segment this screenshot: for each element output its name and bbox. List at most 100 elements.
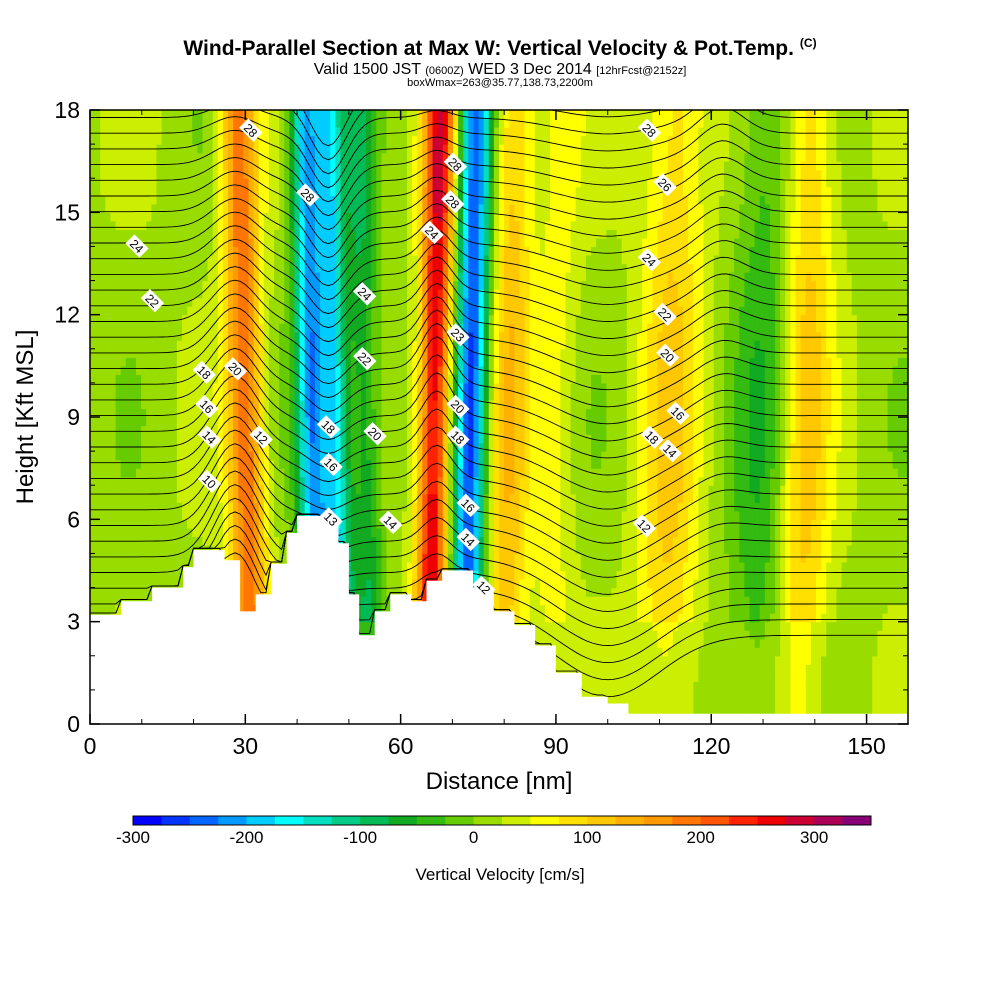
velocity-cell [279, 527, 285, 537]
velocity-cell [274, 425, 280, 435]
velocity-cell [417, 587, 423, 597]
velocity-cell [233, 229, 239, 239]
velocity-cell [427, 340, 434, 350]
velocity-cell [100, 127, 106, 137]
velocity-cell [309, 169, 316, 179]
velocity-cell [136, 254, 142, 265]
velocity-cell [248, 348, 255, 358]
velocity-cell [136, 425, 142, 435]
velocity-cell [340, 382, 347, 393]
velocity-cell [401, 314, 408, 324]
velocity-cell [115, 417, 122, 427]
velocity-cell [391, 391, 398, 401]
velocity-cell [299, 365, 306, 375]
velocity-cell [381, 553, 388, 563]
velocity-cell [279, 169, 285, 179]
velocity-cell [95, 391, 101, 401]
velocity-cell [417, 579, 423, 589]
velocity-cell [182, 527, 188, 537]
velocity-cell [406, 519, 413, 529]
velocity-cell [258, 289, 265, 299]
velocity-cell [166, 289, 173, 299]
velocity-cell [274, 536, 280, 546]
velocity-cell [115, 331, 122, 341]
velocity-cell [217, 365, 224, 375]
velocity-cell [309, 135, 316, 145]
velocity-cell [238, 476, 244, 486]
velocity-cell [412, 195, 418, 205]
velocity-cell [171, 399, 178, 410]
velocity-cell [258, 186, 265, 196]
velocity-cell [350, 161, 357, 171]
velocity-cell [110, 519, 117, 529]
velocity-cell [171, 382, 178, 393]
velocity-cell [371, 596, 377, 606]
velocity-cell [187, 152, 193, 162]
velocity-cell [166, 229, 173, 239]
velocity-cell [248, 382, 255, 393]
velocity-cell [330, 203, 336, 213]
velocity-cell [151, 570, 158, 580]
velocity-cell [125, 186, 132, 196]
velocity-cell [335, 186, 342, 196]
velocity-cell [105, 391, 112, 401]
velocity-cell [432, 314, 439, 324]
velocity-cell [427, 212, 434, 222]
velocity-cell [182, 237, 188, 248]
velocity-cell [171, 476, 178, 486]
velocity-cell [141, 203, 147, 213]
velocity-cell [146, 186, 152, 196]
velocity-cell [253, 510, 260, 520]
velocity-cell [146, 306, 152, 316]
velocity-cell [417, 195, 423, 205]
velocity-cell [161, 229, 168, 239]
velocity-cell [151, 382, 158, 393]
velocity-cell [253, 220, 260, 230]
velocity-cell [187, 161, 193, 171]
velocity-cell [130, 297, 137, 307]
velocity-cell [274, 289, 280, 299]
velocity-cell [406, 442, 413, 452]
velocity-cell [386, 203, 393, 213]
velocity-cell [130, 263, 137, 273]
velocity-cell [309, 272, 316, 282]
velocity-cell [396, 203, 403, 213]
velocity-cell [141, 220, 147, 230]
velocity-cell [268, 161, 275, 171]
velocity-cell [299, 135, 306, 145]
velocity-cell [197, 135, 204, 145]
velocity-cell [268, 280, 275, 290]
velocity-cell [100, 237, 106, 248]
velocity-cell [268, 527, 275, 537]
velocity-cell [366, 561, 372, 572]
velocity-cell [161, 118, 168, 128]
velocity-cell [217, 272, 224, 282]
velocity-cell [187, 374, 193, 384]
velocity-cell [268, 306, 275, 316]
velocity-cell [146, 510, 152, 520]
velocity-cell [233, 144, 239, 154]
velocity-cell [243, 229, 250, 239]
velocity-cell [274, 220, 280, 230]
velocity-cell [412, 178, 418, 188]
velocity-cell [360, 502, 367, 512]
velocity-cell [294, 195, 301, 205]
velocity-cell [325, 135, 331, 145]
velocity-cell [248, 391, 255, 401]
velocity-cell [381, 357, 388, 367]
velocity-cell [238, 144, 244, 154]
velocity-cell [381, 161, 388, 171]
velocity-cell [146, 161, 152, 171]
velocity-cell [100, 544, 106, 555]
velocity-cell [243, 152, 250, 162]
velocity-cell [243, 246, 250, 256]
velocity-cell [192, 519, 198, 529]
velocity-cell [422, 399, 429, 410]
velocity-cell [437, 110, 444, 120]
velocity-cell [238, 127, 244, 137]
velocity-cell [151, 544, 158, 555]
velocity-cell [345, 331, 352, 341]
velocity-cell [146, 314, 152, 324]
velocity-cell [299, 442, 306, 452]
velocity-cell [345, 434, 352, 444]
